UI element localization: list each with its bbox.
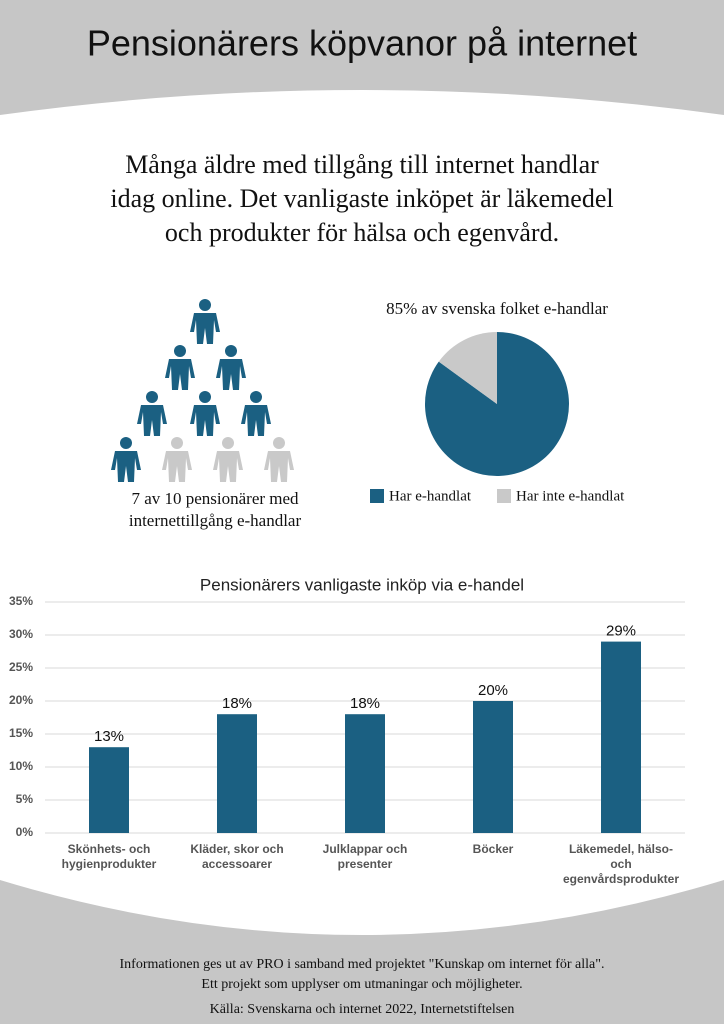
icon-body [213, 451, 243, 482]
x-tick-label: Kläder, skor och accessoarer [190, 842, 284, 871]
person-icon [137, 391, 167, 436]
y-tick-label: 10% [9, 759, 33, 773]
bar-value-label: 29% [606, 623, 636, 640]
icon-body [190, 313, 220, 344]
intro-line: Många äldre med tillgång till internet h… [125, 150, 599, 179]
person-icon [111, 437, 141, 482]
icon-head [273, 437, 285, 449]
bar [473, 701, 513, 833]
person-icon [216, 345, 246, 390]
person-icon [165, 345, 195, 390]
bar [89, 747, 129, 833]
icon-head [199, 391, 211, 403]
footer-line: Ett projekt som upplyser om utmaningar o… [201, 977, 522, 992]
icon-head [225, 345, 237, 357]
bar [601, 641, 641, 833]
intro-line: och produkter för hälsa och egenvård. [165, 218, 559, 247]
person-icon [190, 299, 220, 344]
icon-body [162, 451, 192, 482]
page-title: Pensionärers köpvanor på internet [87, 23, 637, 64]
x-tick-label: Skönhets- och hygienprodukter [61, 842, 157, 871]
person-icon [241, 391, 271, 436]
x-tick-label: Julklappar och presenter [322, 842, 408, 871]
pictogram-caption: internettillgång e-handlar [129, 511, 302, 530]
x-tick-label: Läkemedel, hälso- och egenvårdsprodukter [562, 842, 680, 886]
y-tick-label: 30% [9, 627, 33, 641]
icon-head [171, 437, 183, 449]
y-tick-label: 20% [9, 693, 33, 707]
person-icon [190, 391, 220, 436]
icon-head [146, 391, 158, 403]
bar-value-label: 18% [222, 695, 252, 712]
icon-body [190, 405, 220, 436]
footer-band [0, 880, 724, 1024]
y-tick-label: 5% [16, 792, 34, 806]
y-tick-label: 35% [9, 594, 33, 608]
icon-body [264, 451, 294, 482]
pie-title: 85% av svenska folket e-handlar [386, 299, 608, 318]
legend-label: Har inte e-handlat [516, 488, 625, 504]
icon-head [174, 345, 186, 357]
footer-line: Källa: Svenskarna och internet 2022, Int… [210, 1002, 515, 1017]
icon-body [165, 359, 195, 390]
icon-body [216, 359, 246, 390]
person-icon [264, 437, 294, 482]
legend-swatch [497, 489, 511, 503]
bar-title: Pensionärers vanligaste inköp via e-hand… [200, 575, 524, 594]
y-tick-label: 0% [16, 825, 34, 839]
icon-body [137, 405, 167, 436]
icon-body [241, 405, 271, 436]
person-icon [162, 437, 192, 482]
icon-head [120, 437, 132, 449]
bar-value-label: 18% [350, 695, 380, 712]
bar [345, 714, 385, 833]
person-icon [213, 437, 243, 482]
legend-label: Har e-handlat [389, 488, 472, 504]
icon-head [250, 391, 262, 403]
bar-value-label: 13% [94, 728, 124, 745]
header-band [0, 0, 724, 115]
footer-line: Informationen ges ut av PRO i samband me… [120, 957, 605, 972]
x-tick-label: Böcker [472, 842, 514, 856]
bar [217, 714, 257, 833]
intro-line: idag online. Det vanligaste inköpet är l… [110, 184, 613, 213]
legend-swatch [370, 489, 384, 503]
y-tick-label: 25% [9, 660, 33, 674]
pie-slice [438, 332, 497, 404]
bar-value-label: 20% [478, 682, 508, 699]
icon-head [222, 437, 234, 449]
y-tick-label: 15% [9, 726, 33, 740]
icon-body [111, 451, 141, 482]
pictogram-caption: 7 av 10 pensionärer med [131, 489, 299, 508]
icon-head [199, 299, 211, 311]
